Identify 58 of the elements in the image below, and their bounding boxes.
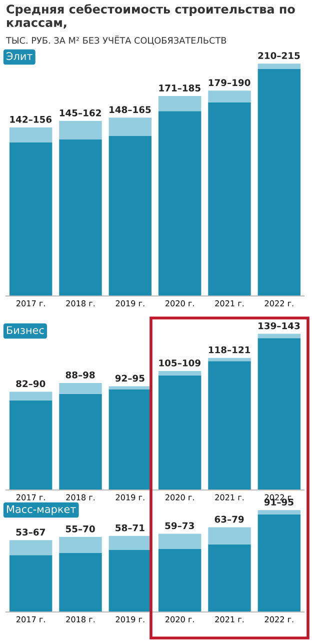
total-label: 156 [34,116,52,123]
x-tick-label: 2018 г. [66,616,95,622]
x-tick-label: 2022 г. [264,300,294,306]
x-tick-label: 2020 г. [165,616,194,622]
data-label: 55– [66,526,82,532]
text: ТЫС. РУБ. ЗА М² БЕЗ УЧЁТА СОЦОБЯЗАТЕЛЬСТВ [6,36,226,46]
total-label: 185 [182,84,200,92]
data-label: 142– [10,116,32,123]
total-label: 71 [132,524,144,532]
x-tick-label: 2020 г. [165,300,194,306]
total-label: 67 [33,528,45,536]
total-label: 90 [33,380,46,388]
x-tick-label: 2017 г. [16,300,45,306]
text: Средняя себестоимость строительства по классам, [6,4,295,29]
x-tick-label: 2019 г. [116,494,144,500]
data-label: 58– [116,524,132,532]
data-label: 59– [165,522,182,530]
data-label: 91– [264,498,281,506]
total-label: 98 [83,371,95,378]
total-label: 70 [83,525,95,532]
total-label: 165 [133,106,151,114]
x-tick-label: 2020 г. [165,494,194,500]
data-label: 171– [159,84,182,92]
x-tick-label: 2021 г. [215,494,244,500]
data-label: 63– [214,516,232,523]
data-label: 82– [16,380,32,388]
data-label: 148– [110,106,132,114]
data-label: 145– [60,110,82,116]
data-label: 105– [159,359,182,366]
chart-title: Масс-маркет [7,505,76,516]
total-label: 162 [84,109,101,116]
chart-title: Бизнес [7,326,44,334]
data-label: 92– [115,374,132,382]
x-tick-label: 2018 г. [66,300,95,306]
x-tick-label: 2018 г. [66,494,95,500]
x-tick-label: 2021 г. [215,300,244,306]
total-label: 79 [232,516,244,523]
total-label: 95 [282,498,294,506]
data-label: 210– [258,52,281,60]
total-label: 109 [182,359,200,366]
x-tick-label: 2021 г. [215,616,244,622]
total-label: 121 [232,346,250,354]
total-label: 73 [182,522,194,530]
x-tick-label: 2019 г. [116,300,144,306]
data-label: 118– [208,346,232,354]
data-label: 88– [66,371,82,378]
data-label: 139– [258,322,281,330]
chart-title: Элит [6,52,32,60]
data-label: 53– [16,528,32,536]
x-tick-label: 2022 г. [264,616,294,622]
x-tick-label: 2017 г. [16,494,45,500]
x-tick-label: 2017 г. [16,616,45,622]
total-label: 215 [282,52,300,60]
total-label: 95 [132,374,144,382]
x-tick-label: 2019 г. [116,616,144,622]
total-label: 190 [232,79,250,86]
total-label: 143 [282,322,300,330]
data-label: 179– [208,79,232,86]
